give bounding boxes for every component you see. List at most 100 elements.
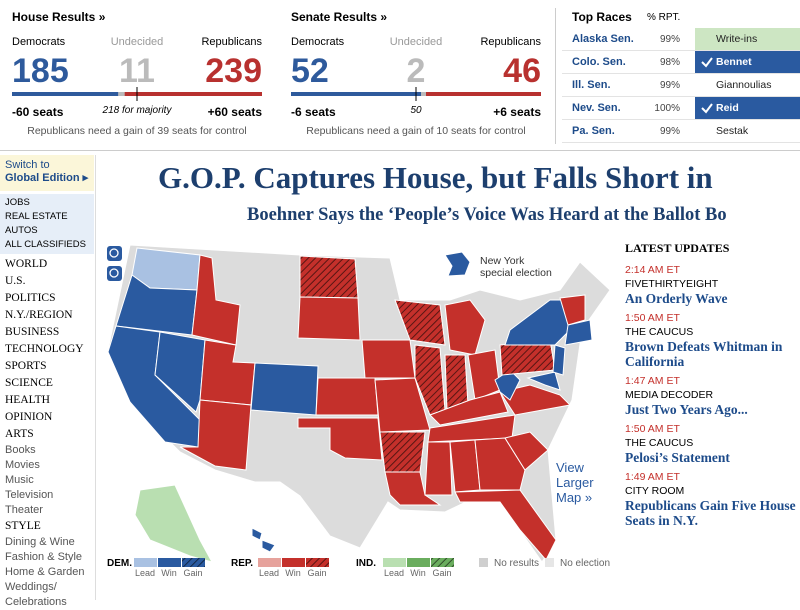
inset-label: special election: [480, 267, 552, 279]
race-name[interactable]: Nev. Sen.: [572, 102, 621, 114]
section-link[interactable]: BUSINESS: [5, 326, 60, 338]
legend-swatch: [182, 558, 205, 567]
party-label: Undecided: [389, 36, 443, 48]
update-headline[interactable]: Pelosi’s Statement: [625, 450, 730, 465]
update-headline[interactable]: Brown Defeats Whitman in California: [625, 339, 783, 369]
legend-party: IND.: [356, 558, 376, 569]
party-label: Undecided: [110, 36, 164, 48]
races-title[interactable]: Top Races: [572, 10, 632, 24]
legend-label: Lead: [384, 568, 404, 578]
state: [361, 339, 416, 379]
seat-bar-segment: [12, 92, 119, 96]
classified-link[interactable]: ALL CLASSIFIEDS: [5, 239, 86, 250]
update-section: THE CAUCUS: [625, 437, 694, 449]
control-note: Republicans need a gain of 10 seats for …: [306, 125, 526, 137]
classified-link[interactable]: AUTOS: [5, 225, 38, 236]
legend-swatch: [431, 558, 454, 567]
updates-title: LATEST UPDATES: [625, 241, 730, 255]
section-link[interactable]: OPINION: [5, 411, 53, 423]
seat-bar: [12, 87, 262, 101]
legend-swatch: [134, 558, 157, 567]
party-label: Republicans: [480, 36, 541, 48]
zoom-out: [107, 266, 122, 281]
seat-change: +60 seats: [207, 105, 262, 119]
legend-swatch: [258, 558, 281, 567]
seat-count: 239: [205, 52, 262, 90]
majority-label: 218 for majority: [102, 105, 172, 116]
section-link[interactable]: Weddings/ Celebrations: [5, 581, 67, 608]
legend-label: Win: [285, 568, 301, 578]
edition-link[interactable]: Global Edition ▸: [5, 172, 89, 184]
section-link[interactable]: POLITICS: [5, 292, 56, 304]
section-link[interactable]: N.Y./REGION: [5, 309, 73, 321]
state: [250, 362, 319, 416]
subheadline[interactable]: Boehner Says the ‘People’s Voice Was Hea…: [247, 205, 727, 225]
state: [474, 437, 526, 491]
section-link[interactable]: SPORTS: [5, 360, 47, 372]
update-headline[interactable]: Just Two Years Ago...: [625, 402, 748, 417]
state: [154, 331, 206, 413]
race-name[interactable]: Alaska Sen.: [572, 33, 634, 45]
legend-swatch: [282, 558, 305, 567]
seat-count: 185: [12, 52, 69, 90]
panel-title[interactable]: Senate Results »: [291, 10, 388, 24]
section-link[interactable]: Television: [5, 489, 54, 501]
state: [297, 296, 361, 341]
race-name[interactable]: Colo. Sen.: [572, 56, 626, 68]
winner-check: [701, 57, 713, 68]
seat-change: -6 seats: [291, 105, 336, 119]
seat-count: 52: [291, 52, 329, 90]
state: [394, 299, 446, 346]
state: [297, 417, 383, 461]
headline[interactable]: G.O.P. Captures House, but Falls Short i…: [158, 160, 713, 195]
candidate: Write-ins: [716, 33, 758, 45]
separator: [555, 8, 556, 144]
section-link[interactable]: Home & Garden: [5, 566, 85, 578]
panel-title[interactable]: House Results »: [12, 10, 106, 24]
race-pct: 99%: [659, 126, 680, 137]
section-link[interactable]: Music: [5, 474, 34, 486]
section-link[interactable]: WORLD: [5, 258, 48, 270]
race-pct: 99%: [659, 34, 680, 45]
state: [552, 344, 566, 376]
state: [424, 441, 453, 496]
update-section: CITY ROOM: [625, 485, 685, 497]
race-name[interactable]: Ill. Sen.: [572, 79, 611, 91]
section-link[interactable]: U.S.: [5, 275, 26, 287]
section-link[interactable]: Movies: [5, 459, 40, 471]
race-name[interactable]: Pa. Sen.: [572, 125, 615, 137]
section-link[interactable]: SCIENCE: [5, 377, 53, 389]
winner-check: [701, 103, 713, 114]
legend-label: Win: [161, 568, 177, 578]
seat-bar-segment: [118, 92, 125, 96]
candidate: Giannoulias: [716, 79, 772, 91]
section-link[interactable]: TECHNOLOGY: [5, 343, 84, 355]
legend-swatch: [158, 558, 181, 567]
classified-link[interactable]: JOBS: [5, 197, 30, 208]
seat-bar-segment: [426, 92, 541, 96]
check: [701, 103, 713, 114]
section-link[interactable]: Fashion & Style: [5, 551, 83, 563]
section-link[interactable]: STYLE: [5, 520, 41, 532]
classified-link[interactable]: REAL ESTATE: [5, 211, 68, 222]
update-headline[interactable]: An Orderly Wave: [625, 291, 728, 306]
section-link[interactable]: ARTS: [5, 428, 34, 440]
race-leader: Reid: [695, 97, 800, 119]
state: [134, 484, 214, 563]
section-link[interactable]: Theater: [5, 504, 43, 516]
legend-swatch: [383, 558, 406, 567]
update-section: MEDIA DECODER: [625, 389, 714, 401]
state: [564, 319, 593, 346]
view-larger-link: Larger: [556, 475, 594, 490]
section-link[interactable]: Dining & Wine: [5, 536, 75, 548]
legend-label: Lead: [259, 568, 279, 578]
edition-box[interactable]: Switch to Global Edition ▸: [0, 155, 94, 191]
section-link[interactable]: Books: [5, 444, 36, 456]
update-section: FIVETHIRTYEIGHT: [625, 278, 719, 290]
state: [499, 384, 572, 416]
section-link[interactable]: HEALTH: [5, 394, 50, 406]
separator: [95, 155, 96, 600]
update-headline[interactable]: Republicans Gain Five House Seats in N.Y…: [625, 498, 796, 528]
